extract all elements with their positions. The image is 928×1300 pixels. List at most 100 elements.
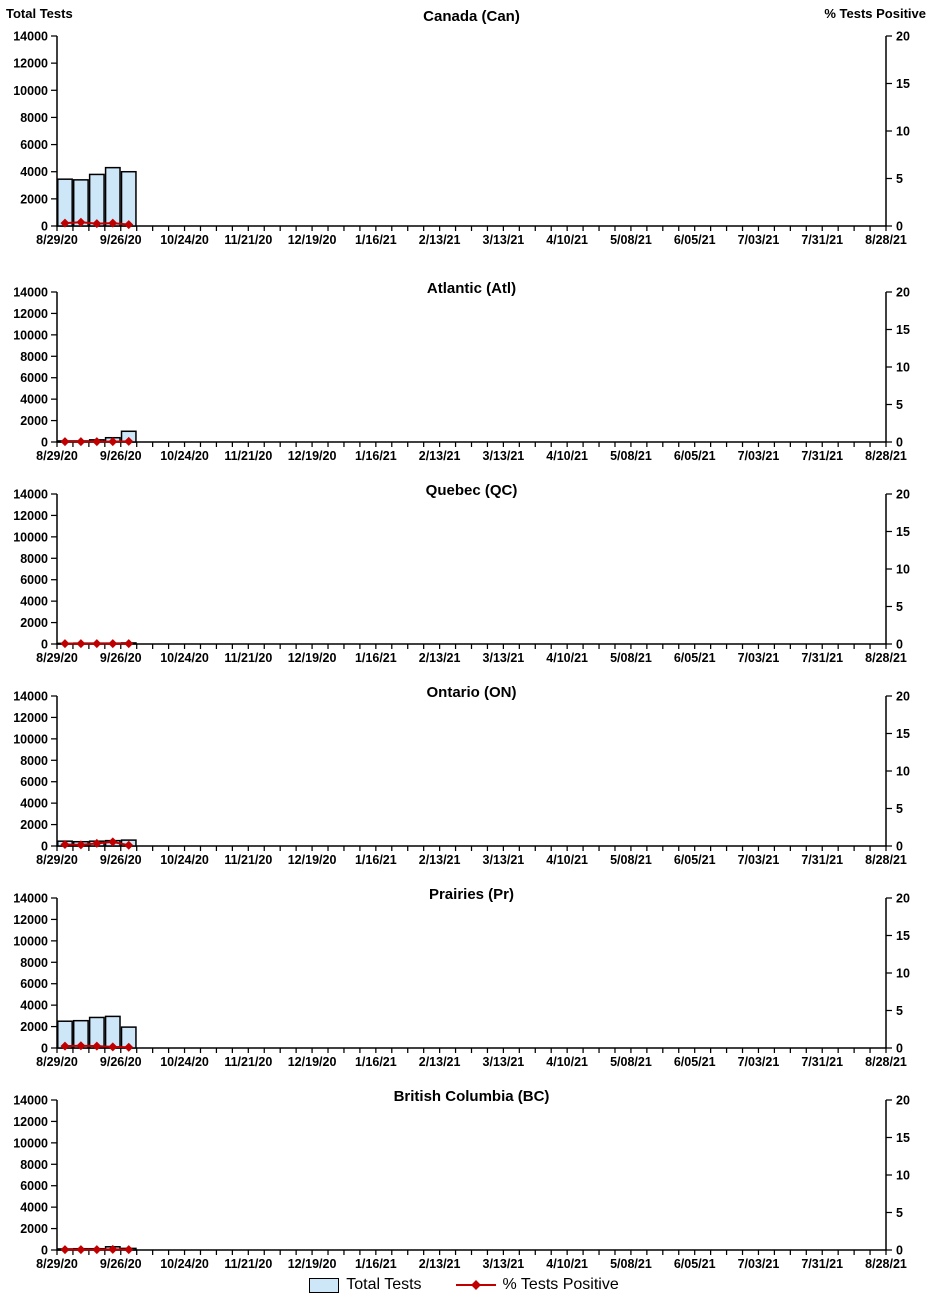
x-tick-label: 9/26/20	[100, 1257, 142, 1270]
right-tick-label: 10	[896, 563, 910, 577]
right-tick-label: 20	[896, 690, 910, 704]
x-tick-label: 9/26/20	[100, 449, 142, 462]
legend-label-total-tests: Total Tests	[346, 1276, 422, 1293]
left-tick-label: 12000	[13, 711, 48, 725]
x-tick-label: 7/03/21	[738, 1257, 780, 1270]
chart-title-atl: Atlantic (Atl)	[426, 280, 517, 297]
right-tick-label: 5	[896, 802, 903, 816]
pct-positive-marker	[76, 840, 86, 850]
x-tick-label: 4/10/21	[546, 1257, 588, 1270]
left-tick-label: 8000	[20, 552, 48, 566]
x-tick-label: 12/19/20	[288, 449, 337, 462]
x-tick-label: 8/28/21	[865, 449, 907, 462]
right-tick-label: 5	[896, 1206, 903, 1220]
pct-positive-marker	[60, 437, 70, 447]
x-tick-label: 3/13/21	[483, 1257, 525, 1270]
left-tick-label: 2000	[20, 616, 48, 630]
chart-title-can: Canada (Can)	[423, 8, 520, 25]
chart-title-bc: British Columbia (BC)	[393, 1088, 550, 1105]
right-tick-label: 20	[896, 1094, 910, 1108]
left-tick-label: 12000	[13, 509, 48, 523]
diamond-marker-icon	[470, 1280, 481, 1290]
chart-title-qc: Quebec (QC)	[425, 482, 518, 499]
legend-item-pct-positive: % Tests Positive	[455, 1276, 619, 1294]
pct-positive-marker	[92, 838, 102, 848]
pct-positive-marker	[108, 837, 118, 847]
x-tick-label: 6/05/21	[674, 651, 716, 664]
x-tick-label: 10/24/20	[160, 853, 209, 866]
x-tick-label: 8/29/20	[36, 449, 78, 462]
pct-positive-marker	[108, 218, 118, 228]
pct-positive-marker	[92, 219, 102, 229]
left-tick-label: 4000	[20, 1201, 48, 1215]
x-tick-label: 8/29/20	[36, 1055, 78, 1068]
x-tick-label: 2/13/21	[419, 449, 461, 462]
left-tick-label: 14000	[13, 286, 48, 300]
chart-title-on: Ontario (ON)	[426, 684, 517, 701]
x-tick-label: 12/19/20	[288, 651, 337, 664]
left-tick-label: 2000	[20, 1222, 48, 1236]
pct-positive-marker	[76, 437, 86, 447]
total-tests-swatch-icon	[309, 1277, 340, 1293]
x-tick-label: 9/26/20	[100, 1055, 142, 1068]
x-tick-label: 9/26/20	[100, 853, 142, 866]
x-tick-label: 7/03/21	[738, 853, 780, 866]
chart-atl: Atlantic (Atl) 0 2000 4000 6000 8000 10000 1200…	[0, 260, 928, 462]
x-tick-label: 7/31/21	[801, 233, 843, 247]
x-tick-label: 11/21/20	[224, 853, 272, 866]
chart-pr: Prairies (Pr) 0 2000 4000 6000 8000 10000 12000…	[0, 866, 928, 1068]
left-tick-label: 4000	[20, 165, 48, 179]
right-tick-label: 0	[896, 436, 903, 450]
legend-item-total-tests: Total Tests	[309, 1276, 422, 1294]
x-tick-label: 7/31/21	[801, 853, 843, 866]
right-tick-label: 15	[896, 1131, 910, 1145]
x-tick-label: 8/28/21	[865, 1055, 907, 1068]
left-tick-label: 6000	[20, 775, 48, 789]
x-tick-label: 8/28/21	[865, 651, 907, 664]
x-tick-label: 7/03/21	[738, 449, 780, 462]
x-tick-label: 5/08/21	[610, 1257, 652, 1270]
left-tick-label: 8000	[20, 350, 48, 364]
chart-on: Ontario (ON) 0 2000 4000 6000 8000 10000 12000 1…	[0, 664, 928, 866]
x-tick-label: 12/19/20	[288, 1055, 337, 1068]
left-tick-label: 10000	[13, 732, 48, 746]
right-tick-label: 5	[896, 172, 903, 186]
x-tick-label: 7/31/21	[801, 449, 843, 462]
pct-positive-marker	[92, 639, 102, 649]
left-tick-label: 10000	[13, 1136, 48, 1150]
left-tick-label: 2000	[20, 1020, 48, 1034]
right-tick-label: 10	[896, 361, 910, 375]
x-tick-label: 3/13/21	[483, 449, 525, 462]
x-tick-label: 7/31/21	[801, 651, 843, 664]
left-tick-label: 10000	[13, 84, 48, 98]
pct-positive-line-icon	[455, 1280, 496, 1290]
left-tick-label: 4000	[20, 393, 48, 407]
pct-positive-marker	[108, 1042, 118, 1052]
right-tick-label: 20	[896, 892, 910, 906]
right-tick-label: 0	[896, 638, 903, 652]
left-tick-label: 10000	[13, 328, 48, 342]
right-tick-label: 15	[896, 323, 910, 337]
right-tick-label: 20	[896, 30, 910, 44]
left-tick-label: 2000	[20, 818, 48, 832]
chart-plot-bc: 0 2000 4000 6000 8000 10000 12000 14000 0 5 10 15 20…	[13, 1094, 910, 1271]
left-tick-label: 14000	[13, 690, 48, 704]
x-tick-label: 12/19/20	[288, 853, 337, 866]
x-tick-label: 7/31/21	[801, 1055, 843, 1068]
chart-plot-pr: 0 2000 4000 6000 8000 10000 12000 14000 0 5 10 15 20…	[13, 892, 910, 1069]
left-tick-label: 0	[41, 436, 48, 450]
left-tick-label: 8000	[20, 1158, 48, 1172]
x-tick-label: 6/05/21	[674, 233, 716, 247]
left-tick-label: 4000	[20, 595, 48, 609]
x-tick-label: 7/03/21	[738, 651, 780, 664]
x-tick-label: 3/13/21	[483, 1055, 525, 1068]
left-tick-label: 6000	[20, 138, 48, 152]
left-tick-label: 2000	[20, 192, 48, 206]
left-tick-label: 14000	[13, 892, 48, 906]
right-tick-label: 5	[896, 1004, 903, 1018]
x-tick-label: 4/10/21	[546, 233, 588, 247]
pct-positive-marker	[108, 639, 118, 649]
right-tick-label: 10	[896, 967, 910, 981]
right-tick-label: 10	[896, 125, 910, 139]
x-tick-label: 8/28/21	[865, 853, 907, 866]
